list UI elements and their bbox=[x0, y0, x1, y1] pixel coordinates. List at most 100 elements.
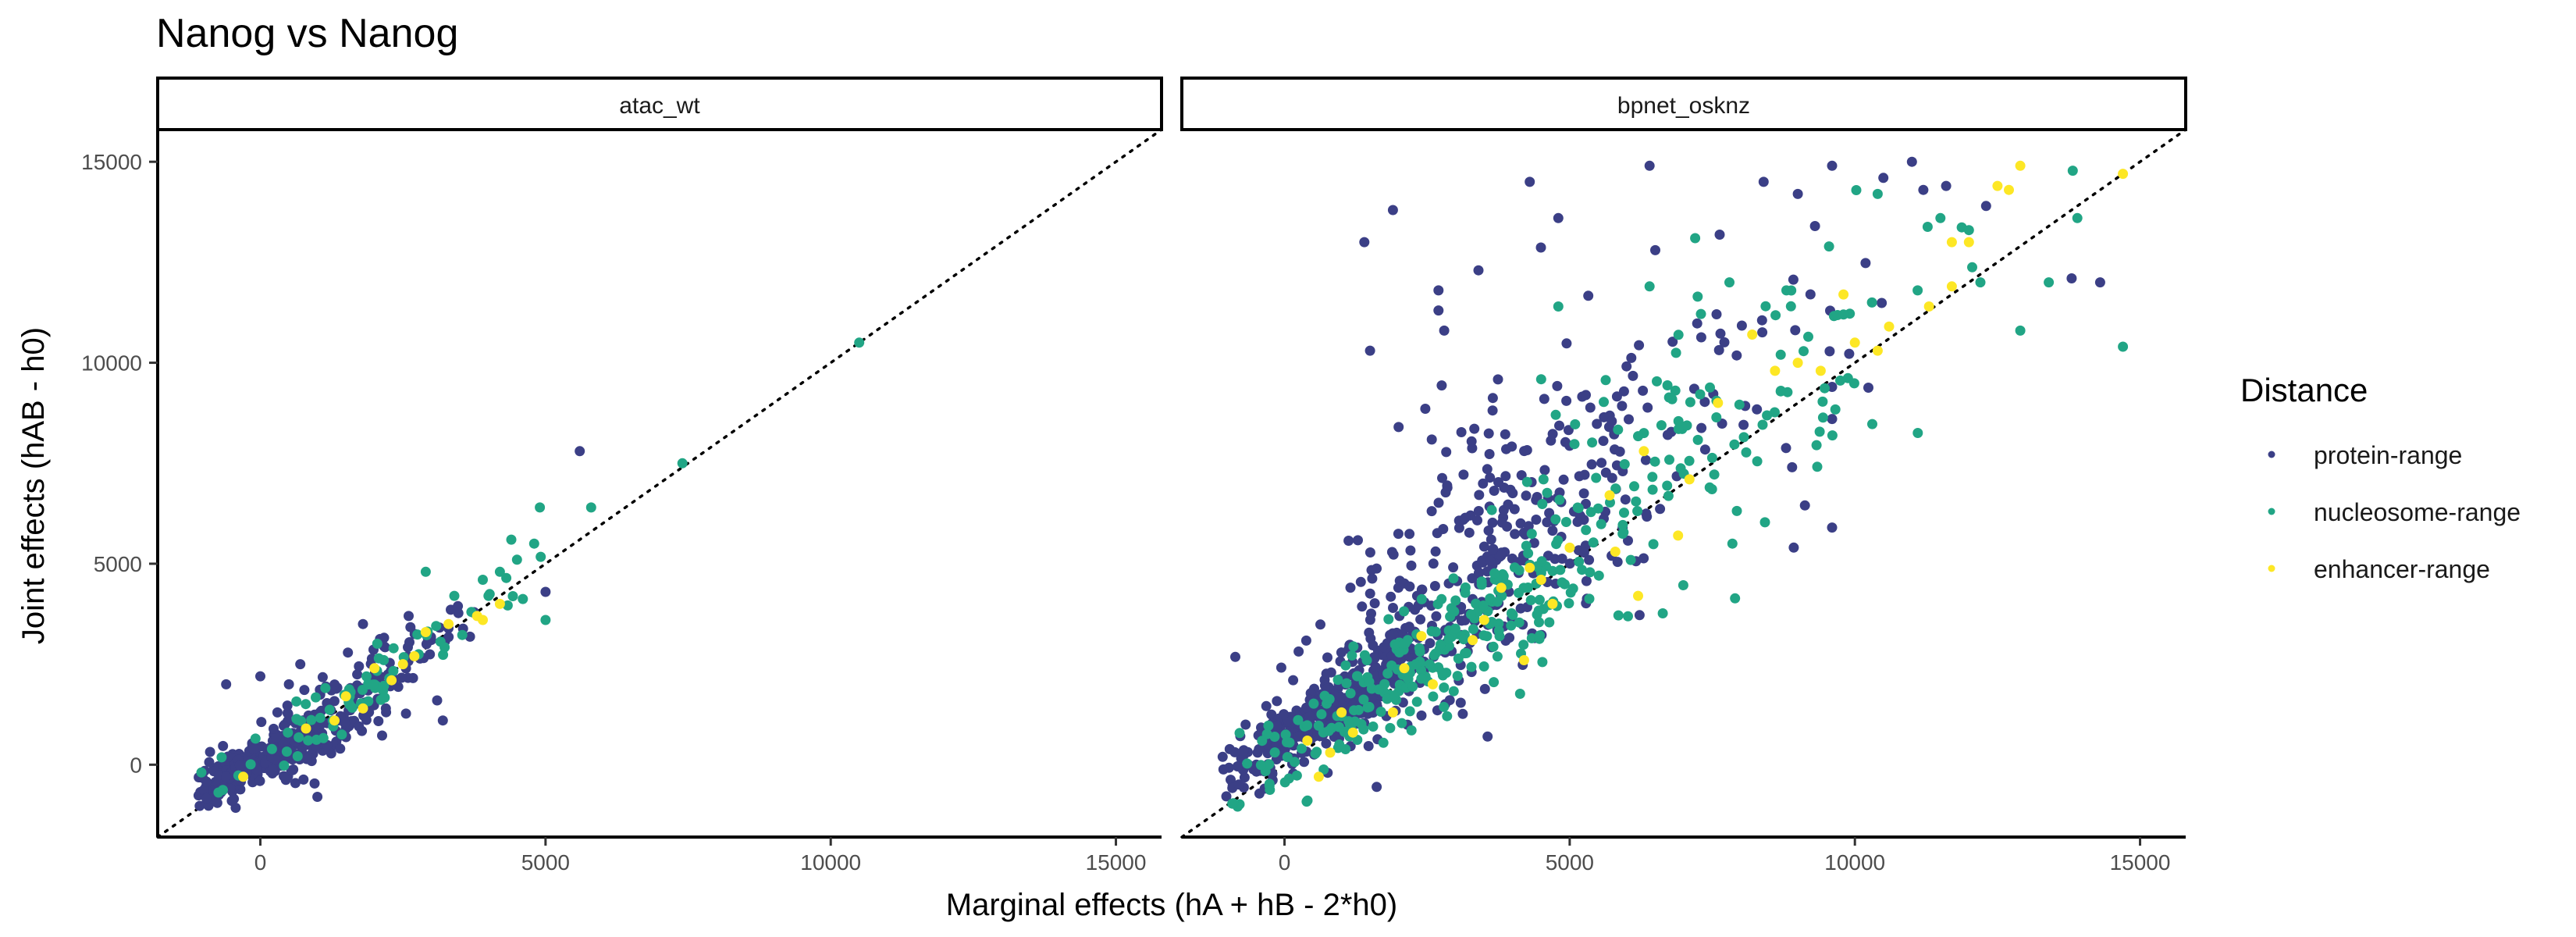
point-protein-range bbox=[1547, 526, 1558, 536]
point-nucleosome-range bbox=[518, 593, 528, 604]
point-protein-range bbox=[267, 764, 278, 775]
point-nucleosome-range bbox=[1866, 297, 1877, 308]
point-protein-range bbox=[1404, 581, 1415, 592]
point-protein-range bbox=[1488, 544, 1498, 555]
point-nucleosome-range bbox=[1448, 573, 1459, 584]
point-nucleosome-range bbox=[1432, 599, 1443, 610]
point-nucleosome-range bbox=[1279, 777, 1290, 788]
point-nucleosome-range bbox=[283, 727, 294, 738]
point-nucleosome-range bbox=[1448, 686, 1459, 697]
x-tick-label: 15000 bbox=[2110, 850, 2171, 875]
point-nucleosome-range bbox=[1631, 496, 1642, 507]
point-protein-range bbox=[1279, 709, 1290, 720]
point-nucleosome-range bbox=[535, 502, 546, 513]
point-protein-range bbox=[1500, 429, 1510, 440]
point-protein-range bbox=[1321, 668, 1332, 679]
point-protein-range bbox=[343, 647, 354, 658]
point-protein-range bbox=[1572, 516, 1583, 527]
point-nucleosome-range bbox=[1264, 759, 1275, 770]
point-protein-range bbox=[1667, 337, 1678, 347]
point-nucleosome-range bbox=[1963, 225, 1974, 236]
point-protein-range bbox=[1293, 731, 1304, 742]
point-protein-range bbox=[1426, 434, 1437, 445]
point-protein-range bbox=[1552, 380, 1563, 391]
point-nucleosome-range bbox=[1313, 720, 1324, 731]
point-protein-range bbox=[1554, 420, 1564, 431]
point-protein-range bbox=[1781, 443, 1791, 454]
legend-key-enhancer-range bbox=[2268, 565, 2275, 572]
point-nucleosome-range bbox=[1727, 538, 1738, 549]
point-nucleosome-range bbox=[1269, 747, 1280, 758]
point-protein-range bbox=[1473, 506, 1484, 516]
point-protein-range bbox=[1564, 558, 1575, 569]
point-nucleosome-range bbox=[306, 714, 317, 725]
point-protein-range bbox=[1626, 352, 1637, 363]
point-nucleosome-range bbox=[1662, 480, 1673, 491]
point-nucleosome-range bbox=[1770, 407, 1780, 418]
point-nucleosome-range bbox=[1378, 737, 1389, 748]
x-tick-label: 0 bbox=[254, 850, 267, 875]
point-nucleosome-range bbox=[1585, 507, 1596, 518]
point-nucleosome-range bbox=[1358, 724, 1369, 735]
point-nucleosome-range bbox=[1488, 641, 1499, 652]
point-protein-range bbox=[1618, 386, 1629, 397]
point-protein-range bbox=[1532, 492, 1542, 502]
point-nucleosome-range bbox=[1588, 537, 1599, 548]
point-protein-range bbox=[379, 632, 390, 643]
point-enhancer-range bbox=[1792, 358, 1803, 369]
point-nucleosome-range bbox=[1613, 424, 1624, 435]
point-nucleosome-range bbox=[1830, 404, 1841, 415]
point-nucleosome-range bbox=[1446, 603, 1457, 614]
point-protein-range bbox=[1644, 160, 1655, 171]
point-nucleosome-range bbox=[1633, 431, 1643, 442]
point-enhancer-range bbox=[1747, 330, 1758, 340]
point-protein-range bbox=[1473, 265, 1484, 276]
point-protein-range bbox=[1230, 651, 1240, 662]
point-protein-range bbox=[1805, 289, 1816, 300]
point-protein-range bbox=[1736, 320, 1747, 331]
point-enhancer-range bbox=[1525, 562, 1535, 573]
point-nucleosome-range bbox=[1617, 519, 1628, 530]
point-protein-range bbox=[2094, 277, 2105, 288]
point-nucleosome-range bbox=[1345, 688, 1356, 699]
point-protein-range bbox=[1300, 635, 1311, 646]
point-enhancer-range bbox=[1547, 598, 1558, 609]
point-nucleosome-range bbox=[372, 638, 382, 649]
point-nucleosome-range bbox=[1445, 611, 1456, 622]
point-enhancer-range bbox=[1963, 237, 1974, 248]
point-nucleosome-range bbox=[1593, 570, 1604, 581]
point-protein-range bbox=[1547, 429, 1558, 440]
points-layer bbox=[1217, 156, 2129, 812]
point-protein-range bbox=[1788, 274, 1799, 285]
point-nucleosome-range bbox=[1437, 667, 1448, 678]
point-protein-range bbox=[1918, 184, 1929, 195]
point-nucleosome-range bbox=[449, 590, 460, 601]
point-nucleosome-range bbox=[1443, 640, 1454, 651]
strip-label: atac_wt bbox=[619, 93, 700, 119]
point-protein-range bbox=[1623, 535, 1633, 546]
point-nucleosome-range bbox=[1442, 711, 1453, 721]
point-protein-range bbox=[271, 732, 282, 743]
point-nucleosome-range bbox=[1600, 375, 1611, 386]
x-tick-label: 10000 bbox=[1824, 850, 1885, 875]
point-nucleosome-range bbox=[1557, 577, 1567, 588]
point-protein-range bbox=[1611, 460, 1622, 471]
point-protein-range bbox=[432, 695, 443, 706]
point-nucleosome-range bbox=[1667, 394, 1678, 404]
strip-label: bpnet_osknz bbox=[1617, 93, 1750, 119]
point-protein-range bbox=[301, 754, 312, 764]
point-enhancer-range bbox=[409, 650, 420, 661]
point-nucleosome-range bbox=[1537, 499, 1548, 509]
point-protein-range bbox=[1585, 402, 1596, 413]
point-enhancer-range bbox=[2004, 184, 2014, 195]
point-nucleosome-range bbox=[2015, 325, 2026, 336]
point-protein-range bbox=[1558, 474, 1569, 485]
point-protein-range bbox=[1431, 611, 1442, 622]
point-nucleosome-range bbox=[1364, 676, 1375, 687]
point-nucleosome-range bbox=[1542, 487, 1553, 498]
strip-background bbox=[156, 77, 1163, 131]
point-nucleosome-range bbox=[1324, 693, 1335, 704]
legend: Distance protein-range nucleosome-range … bbox=[2240, 372, 2521, 583]
point-protein-range bbox=[255, 671, 265, 682]
point-nucleosome-range bbox=[1362, 702, 1373, 713]
